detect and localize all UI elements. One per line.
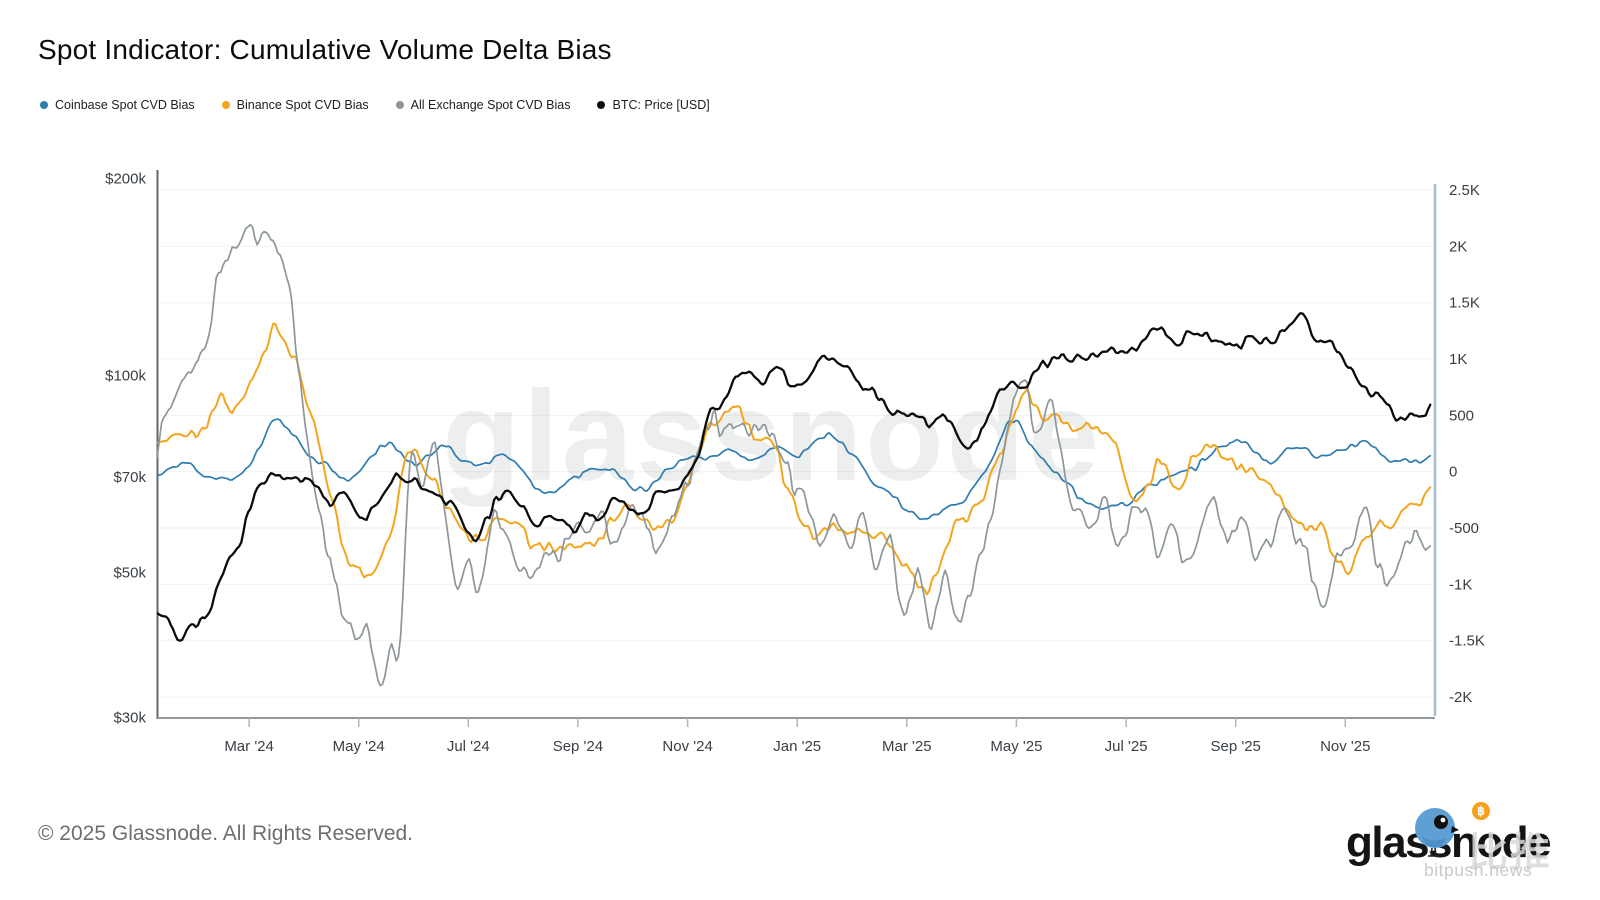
- right-tick-label: 0: [1449, 464, 1457, 481]
- legend-label: Binance Spot CVD Bias: [236, 98, 369, 112]
- copyright-text: © 2025 Glassnode. All Rights Reserved.: [38, 822, 414, 845]
- gridlines: [157, 189, 1433, 698]
- right-tick-label: 1K: [1449, 351, 1467, 368]
- x-tick-label: May '24: [333, 738, 385, 755]
- right-tick-label: -2K: [1449, 689, 1472, 706]
- x-tick-label: Sep '24: [553, 738, 603, 755]
- cvd-bias-chart[interactable]: glassnode Mar '24 May '24 Jul '24 Sep '24 Nov…: [0, 0, 1600, 786]
- bitcoin-badge-icon: ฿: [1472, 802, 1490, 820]
- right-tick-label: 2K: [1449, 238, 1467, 255]
- axes: [156, 170, 1437, 719]
- legend-dot: [40, 101, 48, 109]
- legend-item-all-exchange-spot-cvd-bias[interactable]: All Exchange Spot CVD Bias: [395, 98, 571, 112]
- series-line-binance-spot-cvd-bias[interactable]: [157, 322, 1432, 596]
- left-tick-label: $100k: [105, 367, 146, 384]
- x-tick-label: Jan '25: [773, 738, 821, 755]
- x-tick-label: Nov '25: [1320, 738, 1370, 755]
- x-tick-label: Jul '25: [1105, 738, 1148, 755]
- x-tick-label: Jul '24: [447, 738, 490, 755]
- right-tick-label: 2.5K: [1449, 182, 1480, 199]
- series-line-coinbase-spot-cvd-bias[interactable]: [157, 418, 1432, 521]
- right-axis-labels: 2.5K 2K 1.5K 1K 500 0 -500 -1K -1.5K -2K: [1449, 182, 1485, 706]
- legend-label: BTC: Price [USD]: [612, 98, 710, 112]
- x-tick-label: Mar '25: [882, 738, 932, 755]
- x-tick-label: Mar '24: [224, 738, 274, 755]
- left-tick-label: $50k: [113, 564, 146, 581]
- legend-dot: [395, 101, 404, 109]
- right-tick-label: 1.5K: [1449, 295, 1480, 312]
- legend-label: Coinbase Spot CVD Bias: [55, 98, 195, 112]
- glassnode-brand: 比推 glassnode ฿ bitpush.news: [1320, 796, 1590, 892]
- right-tick-label: -1K: [1449, 576, 1472, 593]
- legend-item-coinbase-spot-cvd-bias[interactable]: Coinbase Spot CVD Bias: [40, 98, 195, 112]
- right-tick-label: -1.5K: [1449, 633, 1485, 650]
- legend-label: All Exchange Spot CVD Bias: [410, 98, 571, 112]
- right-tick-label: -500: [1449, 520, 1479, 537]
- x-tick-label: May '25: [990, 738, 1042, 755]
- x-tick-label: Nov '24: [662, 738, 712, 755]
- chart-title: Spot Indicator: Cumulative Volume Delta …: [38, 34, 612, 65]
- glassnode-watermark: glassnode: [442, 365, 1102, 508]
- series-line-all-exchange-spot-cvd-bias[interactable]: [157, 223, 1432, 687]
- legend: Coinbase Spot CVD Bias Binance Spot CVD B…: [40, 98, 710, 112]
- left-tick-label: $70k: [113, 469, 146, 486]
- bird-logo-icon: [1415, 808, 1459, 857]
- legend-dot: [221, 101, 230, 109]
- bitpush-news-watermark: bitpush.news: [1424, 860, 1533, 880]
- left-tick-label: $200k: [105, 171, 146, 188]
- x-tick-label: Sep '25: [1210, 738, 1260, 755]
- left-tick-label: $30k: [113, 710, 146, 727]
- legend-item-btc-price-usd[interactable]: BTC: Price [USD]: [597, 98, 710, 112]
- right-tick-label: 500: [1449, 407, 1474, 424]
- bitpush-cn-watermark: 比推: [1468, 831, 1552, 875]
- legend-dot: [597, 101, 606, 109]
- left-axis-labels: $200k $100k $70k $50k $30k: [105, 171, 146, 727]
- series-line-btc-price-usd[interactable]: [157, 312, 1432, 642]
- x-axis: Mar '24 May '24 Jul '24 Sep '24 Nov '24 Jan '…: [224, 718, 1370, 755]
- legend-item-binance-spot-cvd-bias[interactable]: Binance Spot CVD Bias: [221, 98, 369, 112]
